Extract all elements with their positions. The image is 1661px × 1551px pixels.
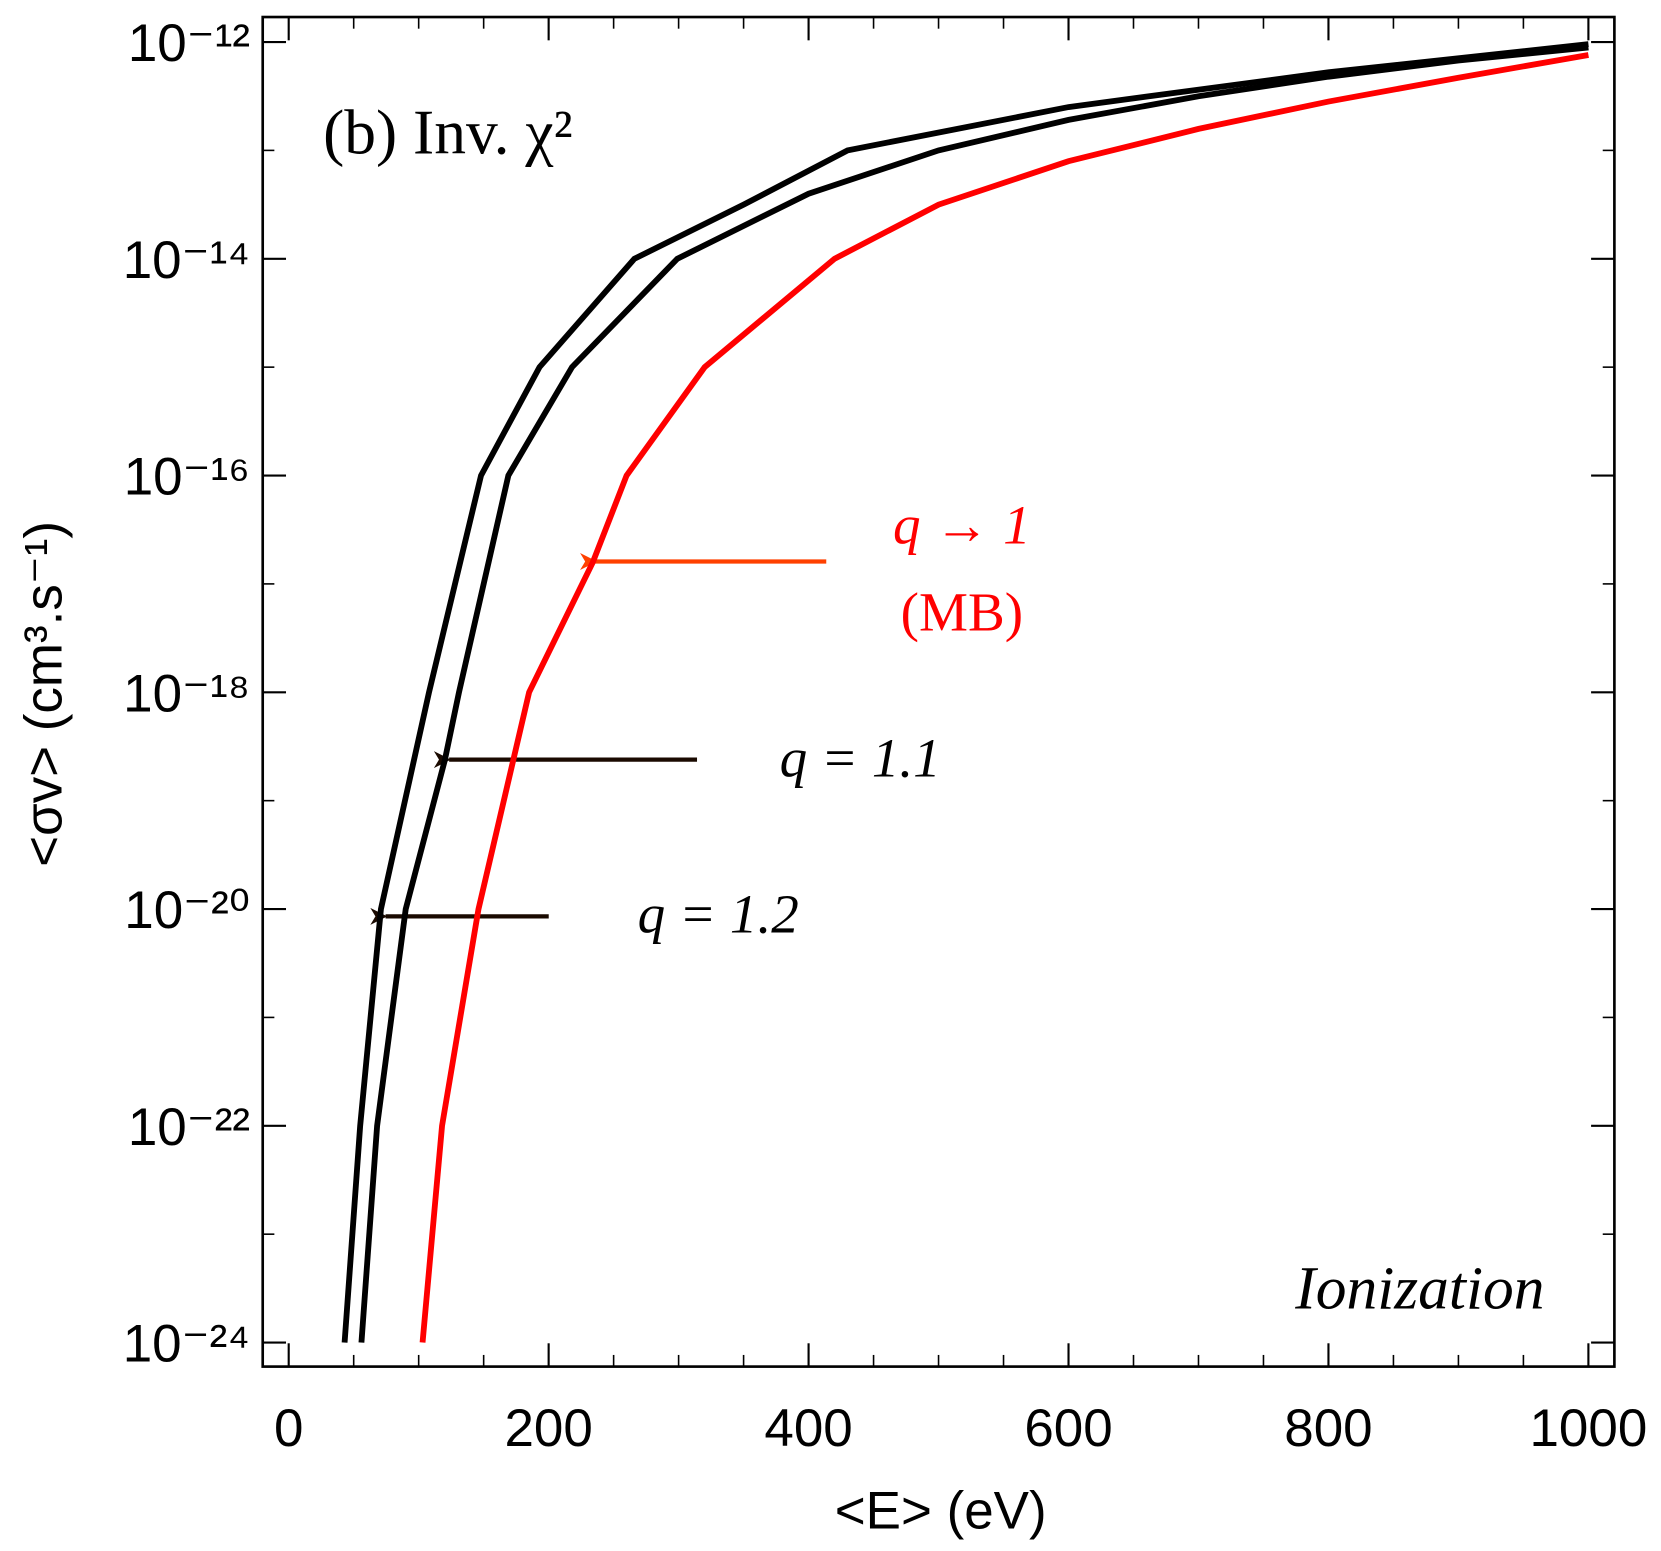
y-axis-label: <σv> (cm³.s⁻¹)	[14, 521, 73, 867]
series-line	[419, 52, 1589, 1343]
chart-title: (b) Inv. χ²	[323, 97, 573, 168]
annotation-note: (MB)	[901, 581, 1023, 642]
y-tick-label: 10⁻²⁴	[123, 1315, 250, 1374]
x-tick-label: 800	[1284, 1399, 1372, 1458]
series-line	[341, 41, 1589, 1343]
series-label: q = 1.1	[780, 728, 941, 789]
y-tick-label: 10⁻¹⁴	[123, 231, 250, 290]
y-tick-label: 10⁻¹²	[128, 14, 250, 73]
y-tick-label: 10⁻²⁰	[124, 881, 250, 940]
annotation: Ionization	[1294, 1254, 1544, 1322]
x-tick-label: 0	[274, 1399, 303, 1458]
x-tick-label: 600	[1024, 1399, 1112, 1458]
series-label: q → 1	[893, 495, 1031, 556]
x-tick-label: 200	[504, 1399, 592, 1458]
x-tick-label: 400	[764, 1399, 852, 1458]
x-tick-label: 1000	[1529, 1399, 1647, 1458]
series-label: q = 1.2	[638, 883, 799, 944]
y-tick-label: 10⁻¹⁶	[124, 448, 250, 507]
y-tick-label: 10⁻²²	[128, 1098, 250, 1157]
x-axis-label: <E> (eV)	[835, 1482, 1047, 1541]
plot-frame	[261, 15, 1616, 1368]
series-line	[358, 44, 1589, 1343]
y-tick-label: 10⁻¹⁸	[123, 664, 250, 723]
